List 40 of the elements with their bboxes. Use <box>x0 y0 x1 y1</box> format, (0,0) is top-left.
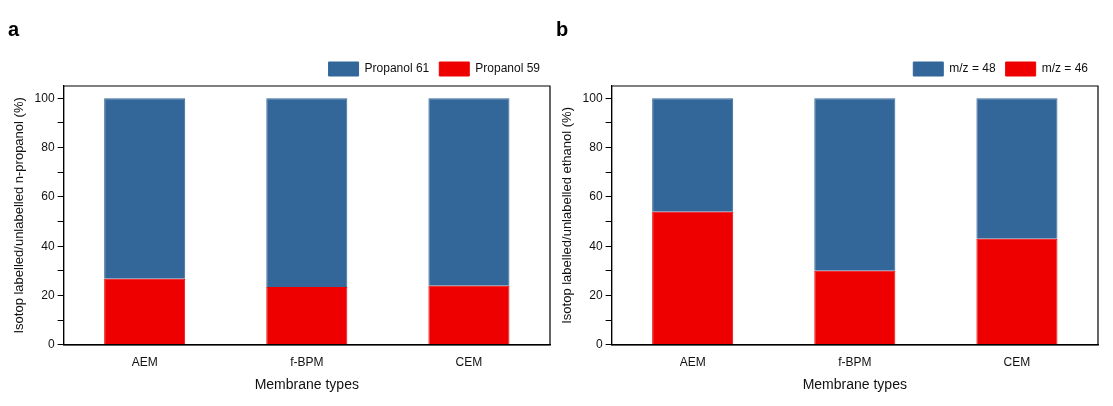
y-tick-label: 100 <box>34 90 55 105</box>
x-tick-label: AEM <box>131 355 158 370</box>
y-axis-title: Isotop labelled/unlabelled n-propanol (%) <box>11 97 27 334</box>
y-tick-label: 0 <box>595 337 603 352</box>
legend-label: Propanol 61 <box>364 61 430 76</box>
x-tick-label: f-BPM <box>290 355 324 370</box>
bar <box>104 278 186 345</box>
x-axis-title: Membrane types <box>802 376 907 393</box>
y-tick-label: 60 <box>41 189 55 204</box>
chart-title: a <box>8 17 20 40</box>
x-tick-label: CEM <box>1003 355 1031 370</box>
y-tick-label: 100 <box>582 90 603 105</box>
chart-title: b <box>556 17 569 40</box>
y-tick-label: 40 <box>41 238 55 253</box>
y-tick-label: 20 <box>41 287 55 302</box>
x-tick-label: f-BPM <box>838 355 872 370</box>
y-tick-label: 40 <box>589 238 603 253</box>
x-tick-label: CEM <box>455 355 483 370</box>
legend-label: m/z = 48 <box>949 61 996 76</box>
y-tick-label: 80 <box>589 139 603 154</box>
y-tick-label: 60 <box>589 189 603 204</box>
y-axis-title: Isotop labelled/unlabelled ethanol (%) <box>559 106 575 324</box>
bar <box>814 270 896 345</box>
bar <box>104 98 186 279</box>
x-tick-label: AEM <box>679 355 706 370</box>
bar <box>266 98 348 287</box>
y-tick-label: 0 <box>47 337 55 352</box>
bar <box>814 98 896 271</box>
bar <box>266 286 348 345</box>
bar <box>428 285 510 345</box>
bar <box>976 98 1058 239</box>
y-tick-label: 20 <box>589 287 603 302</box>
legend-label: Propanol 59 <box>475 61 541 76</box>
x-axis-title: Membrane types <box>254 376 359 393</box>
bar <box>976 238 1058 345</box>
legend-label: m/z = 46 <box>1041 61 1089 76</box>
bar <box>652 211 734 345</box>
bar <box>652 98 734 212</box>
bar <box>428 98 510 286</box>
y-tick-label: 80 <box>41 139 55 154</box>
